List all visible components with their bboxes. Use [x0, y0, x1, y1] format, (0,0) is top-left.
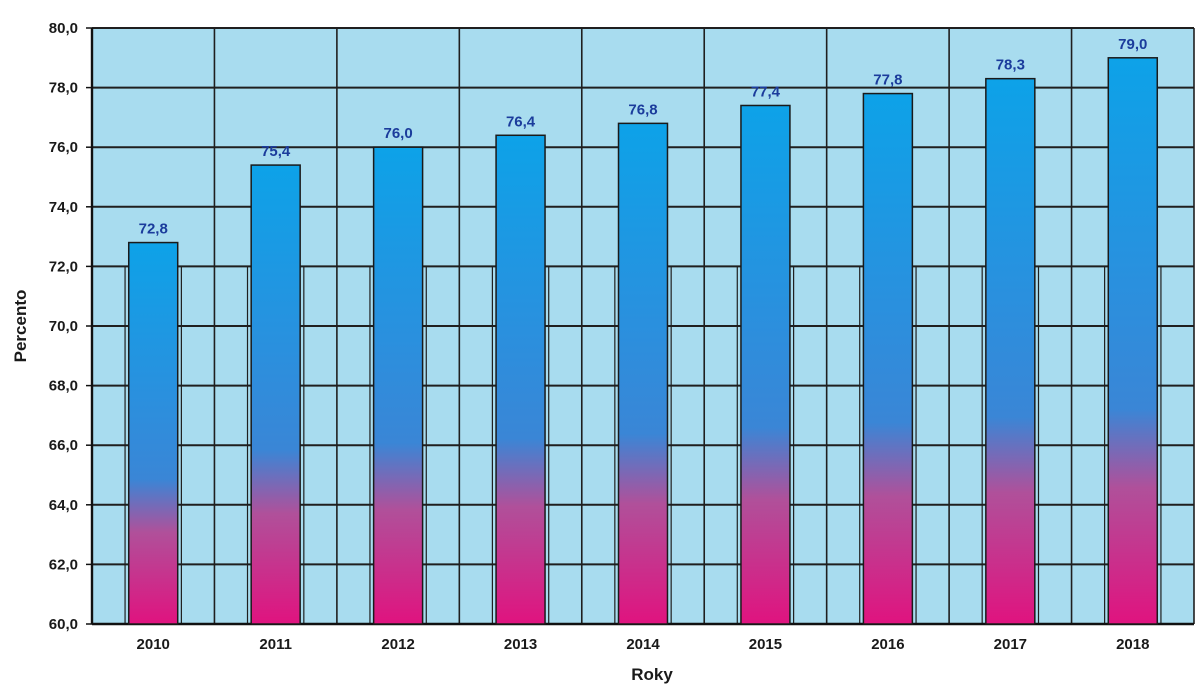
data-label-2010: 72,8	[139, 221, 168, 238]
y-tick-label: 80,0	[49, 20, 78, 37]
x-tick-label: 2013	[504, 636, 537, 653]
y-tick-label: 62,0	[49, 556, 78, 573]
data-label-2013: 76,4	[506, 113, 536, 130]
bar-2017	[985, 77, 1036, 625]
x-tick-label: 2018	[1116, 636, 1149, 653]
bars	[127, 57, 1159, 625]
bar-2016	[862, 92, 914, 625]
y-tick-label: 64,0	[49, 497, 78, 514]
y-tick-label: 74,0	[49, 199, 78, 216]
x-tick-label: 2015	[749, 636, 782, 653]
x-axis-title: Roky	[631, 665, 673, 684]
y-tick-label: 66,0	[49, 437, 78, 454]
data-label-2018: 79,0	[1118, 36, 1147, 53]
bar-2011	[250, 164, 301, 625]
data-label-2012: 76,0	[384, 125, 413, 142]
y-tick-label: 76,0	[49, 139, 78, 156]
y-tick-label: 68,0	[49, 378, 78, 395]
data-label-2014: 76,8	[628, 101, 657, 118]
bar-2015	[740, 104, 791, 625]
bar-2018	[1107, 57, 1159, 625]
y-tick-label: 70,0	[49, 318, 78, 335]
y-tick-label: 60,0	[49, 616, 78, 633]
y-tick-label: 72,0	[49, 258, 78, 275]
x-tick-labels: 2010 2011 2012 2013 2014 2015 2016 2017 2018	[137, 636, 1150, 653]
y-tick-labels: 60,0 62,0 64,0 66,0 68,0 70,0 72,0 74,0 76,0 78,0…	[49, 20, 92, 633]
bar-2013	[495, 134, 546, 625]
y-tick-label: 78,0	[49, 80, 78, 97]
x-tick-label: 2017	[994, 636, 1027, 653]
bar-2014	[617, 122, 669, 625]
data-labels: 72,8 75,4 76,0 76,4 76,8 77,4 77,8 78,3 79,0	[139, 36, 1148, 238]
bar-2012	[372, 146, 424, 625]
data-label-2017: 78,3	[996, 57, 1025, 74]
x-tick-label: 2014	[626, 636, 660, 653]
x-tick-label: 2010	[137, 636, 170, 653]
y-axis-title: Percento	[11, 290, 30, 363]
data-label-2015: 77,4	[751, 83, 781, 100]
x-tick-label: 2012	[381, 636, 414, 653]
x-tick-label: 2011	[259, 636, 292, 653]
data-label-2011: 75,4	[261, 143, 291, 160]
x-tick-label: 2016	[871, 636, 904, 653]
data-label-2016: 77,8	[873, 72, 902, 89]
bar-2010	[127, 241, 179, 625]
